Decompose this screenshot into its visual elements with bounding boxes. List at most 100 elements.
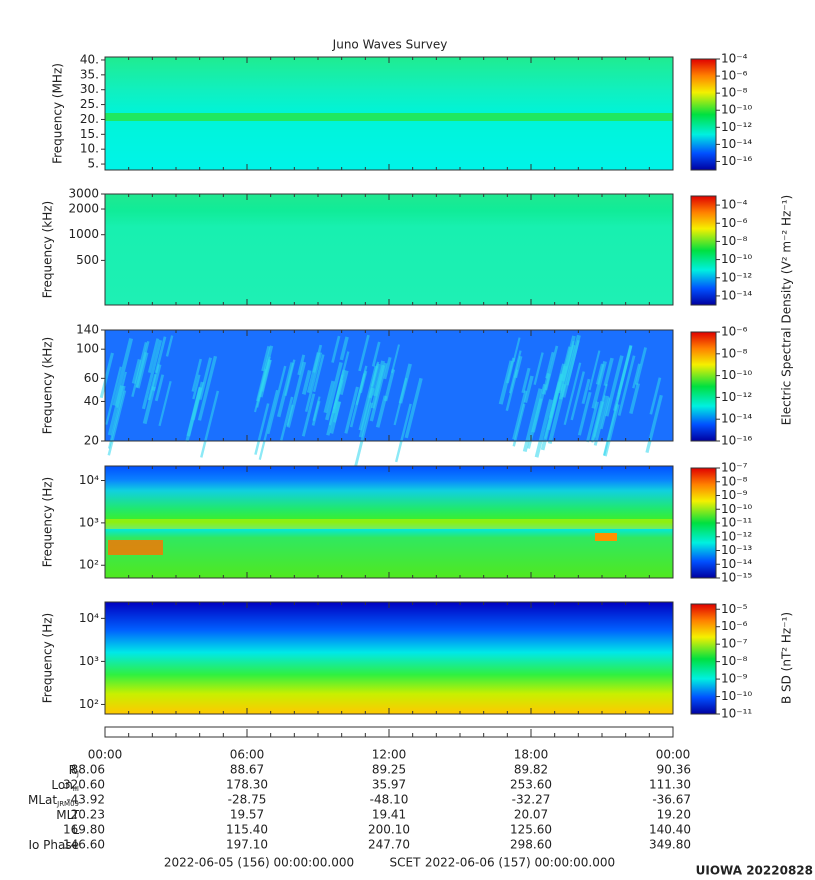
row-label-main: R xyxy=(69,763,77,777)
streak xyxy=(617,355,636,416)
streak xyxy=(154,374,165,402)
colorbar xyxy=(690,467,717,579)
colorbar-tick-label: 10⁻⁸ xyxy=(721,86,748,100)
streak xyxy=(284,359,296,397)
y-tick-label: 10² xyxy=(79,697,99,711)
streak xyxy=(267,365,287,435)
y-tick-label: 5. xyxy=(88,157,99,171)
y-tick-label: 140 xyxy=(76,323,99,337)
colorbar-tick-label: 10⁻⁴ xyxy=(721,52,748,66)
streak xyxy=(135,352,149,389)
row-value: 200.10 xyxy=(368,823,410,837)
streak xyxy=(506,357,516,384)
streak xyxy=(591,360,607,409)
row-label: L xyxy=(72,823,79,837)
colorbar-tick-label: 10⁻¹⁴ xyxy=(721,412,752,426)
colorbar-tick-label: 10⁻¹⁰ xyxy=(721,502,752,516)
colorbar xyxy=(690,58,717,171)
y-tick-label: 3000 xyxy=(68,187,99,201)
streak xyxy=(563,362,582,426)
time-label: 00:00 xyxy=(88,748,123,762)
footer-end: 2022-06-06 (157) 00:00:00.000 xyxy=(425,856,615,870)
row-value: 20.23 xyxy=(71,808,105,822)
colorbar-tick-label: 10⁻⁷ xyxy=(721,461,748,475)
streak xyxy=(131,359,142,384)
streak xyxy=(112,338,134,406)
streak xyxy=(521,367,531,394)
colorbar-tick-label: 10⁻¹² xyxy=(721,529,752,543)
y-tick-label: 10³ xyxy=(79,654,99,668)
row-value: 89.82 xyxy=(514,763,548,777)
streak xyxy=(329,400,342,434)
streak xyxy=(383,369,396,402)
colorbar-tick-label: 10⁻¹⁶ xyxy=(721,154,752,168)
streak xyxy=(358,334,370,372)
colorbar-label: B SD (nT² Hz⁻¹) xyxy=(780,612,794,704)
streak xyxy=(301,393,316,437)
row-value: -43.92 xyxy=(66,793,105,807)
streak xyxy=(605,355,624,417)
streak xyxy=(546,374,564,431)
y-tick-label: 20. xyxy=(80,112,99,126)
y-tick-label: 60 xyxy=(84,371,99,385)
streak xyxy=(570,371,585,421)
colorbar xyxy=(690,603,717,715)
streak xyxy=(147,338,160,373)
colorbar-tick-label: 10⁻⁶ xyxy=(721,69,748,83)
streak xyxy=(99,352,114,399)
colorbar-tick-label: 10⁻¹¹ xyxy=(721,707,752,721)
colorbar xyxy=(690,331,717,442)
row-label-main: Lon xyxy=(51,778,72,792)
streak xyxy=(634,347,648,386)
streak xyxy=(375,395,388,428)
streak xyxy=(534,399,553,458)
row-value: 111.30 xyxy=(649,778,691,792)
streak xyxy=(344,386,359,434)
colorbar-tick-label: 10⁻⁶ xyxy=(721,216,748,230)
streak xyxy=(645,394,663,453)
row-value: -48.10 xyxy=(370,793,409,807)
streak xyxy=(286,404,294,426)
streak xyxy=(370,364,386,409)
streak xyxy=(339,370,349,396)
colorbar-tick-label: 10⁻¹³ xyxy=(721,543,752,557)
footer-frame: SCET xyxy=(390,856,422,870)
row-value: 19.57 xyxy=(230,808,264,822)
streak xyxy=(328,374,344,426)
colorbar-tick-label: 10⁻⁶ xyxy=(721,325,748,339)
y-tick-label: 1000 xyxy=(68,227,99,241)
row-label-sub: J xyxy=(76,770,79,778)
row-value: 320.60 xyxy=(63,778,105,792)
streak xyxy=(358,387,375,438)
colorbar-tick-label: 10⁻¹⁴ xyxy=(721,288,752,302)
time-label: 06:00 xyxy=(230,748,265,762)
colorbar-tick-label: 10⁻¹² xyxy=(721,270,752,284)
colorbar-tick-label: 10⁻⁴ xyxy=(721,198,748,212)
colorbar-tick-label: 10⁻¹⁵ xyxy=(721,571,752,585)
y-tick-label: 40. xyxy=(80,52,99,66)
colorbar-tick-label: 10⁻⁹ xyxy=(721,488,748,502)
streak xyxy=(523,375,534,403)
streak xyxy=(512,337,521,362)
row-label-main: MLat xyxy=(28,793,57,807)
y-axis-label: Frequency (Hz) xyxy=(41,613,55,704)
streak xyxy=(558,344,576,400)
row-label-sub: JRM09 xyxy=(56,800,79,808)
streak xyxy=(533,352,544,385)
y-tick-label: 30. xyxy=(80,82,99,96)
streak xyxy=(561,334,581,398)
row-value: 19.41 xyxy=(372,808,406,822)
spectrogram-band xyxy=(105,113,673,121)
streak xyxy=(600,397,611,430)
row-label: LonIII xyxy=(51,778,79,794)
streak xyxy=(591,383,608,443)
row-value: 20.07 xyxy=(514,808,548,822)
streak xyxy=(325,361,343,421)
streak xyxy=(276,362,294,418)
row-label: RJ xyxy=(69,763,79,779)
y-tick-label: 100 xyxy=(76,342,99,356)
row-value: 140.40 xyxy=(649,823,691,837)
streak xyxy=(312,354,325,393)
row-value: 89.25 xyxy=(372,763,406,777)
colorbar-tick-label: 10⁻¹⁴ xyxy=(721,557,752,571)
